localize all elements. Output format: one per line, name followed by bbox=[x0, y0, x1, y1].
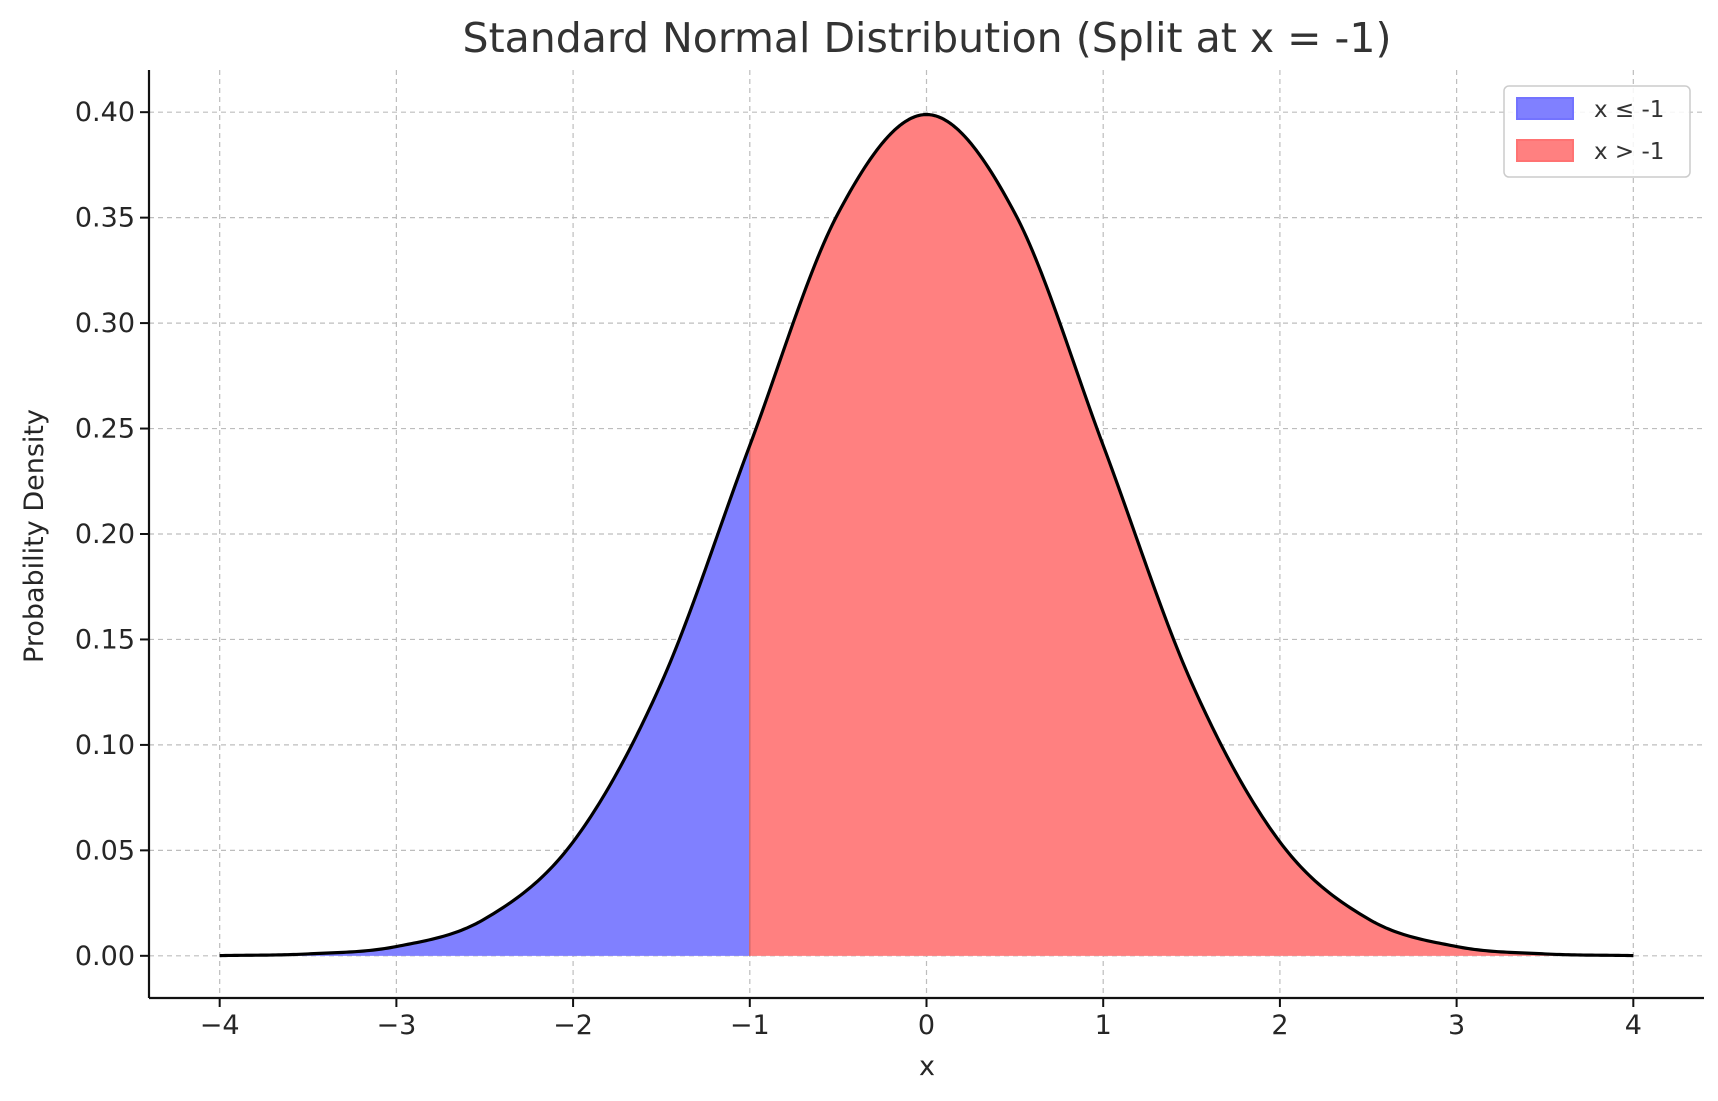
y-tick-label: 0.20 bbox=[75, 519, 135, 550]
legend: x ≤ -1 x > -1 bbox=[1503, 85, 1691, 178]
y-tick-label: 0.40 bbox=[75, 97, 135, 128]
x-tick-label: 3 bbox=[1448, 1010, 1465, 1041]
y-tick-label: 0.00 bbox=[75, 941, 135, 972]
x-axis-label: x bbox=[919, 1051, 935, 1082]
y-tick-label: 0.05 bbox=[75, 835, 135, 866]
y-tick-label: 0.15 bbox=[75, 624, 135, 655]
x-tick-label: 2 bbox=[1271, 1010, 1288, 1041]
x-tick-label: 0 bbox=[918, 1010, 935, 1041]
x-tick-label: −1 bbox=[730, 1010, 770, 1041]
x-tick-label: 1 bbox=[1095, 1010, 1112, 1041]
density-curve-layer bbox=[219, 112, 1634, 958]
y-tick-label: 0.10 bbox=[75, 730, 135, 761]
x-tick-label: −4 bbox=[200, 1010, 240, 1041]
density-curve bbox=[219, 112, 1634, 958]
x-tick-label: −2 bbox=[553, 1010, 593, 1041]
legend-swatch-right-region bbox=[1516, 139, 1574, 162]
x-tick-label: −3 bbox=[376, 1010, 416, 1041]
right-region-fill bbox=[749, 114, 1634, 956]
chart-title: Standard Normal Distribution (Split at x… bbox=[463, 14, 1392, 62]
filled-areas bbox=[219, 114, 1634, 956]
x-tick-label: 4 bbox=[1625, 1010, 1642, 1041]
y-axis-label: Probability Density bbox=[19, 409, 50, 663]
y-tick-label: 0.35 bbox=[75, 203, 135, 234]
legend-swatch-left-region bbox=[1516, 97, 1574, 120]
legend-label-right-region: x > -1 bbox=[1594, 139, 1664, 165]
ticks: −4 −3 −2 −1 0 1 2 3 4 0.00 0.05 0.10 0.15 0.20 0.25 0.3… bbox=[75, 97, 1642, 1041]
y-tick-label: 0.30 bbox=[75, 308, 135, 339]
left-region-fill bbox=[219, 445, 750, 956]
legend-label-left-region: x ≤ -1 bbox=[1594, 97, 1664, 123]
y-tick-label: 0.25 bbox=[75, 414, 135, 445]
